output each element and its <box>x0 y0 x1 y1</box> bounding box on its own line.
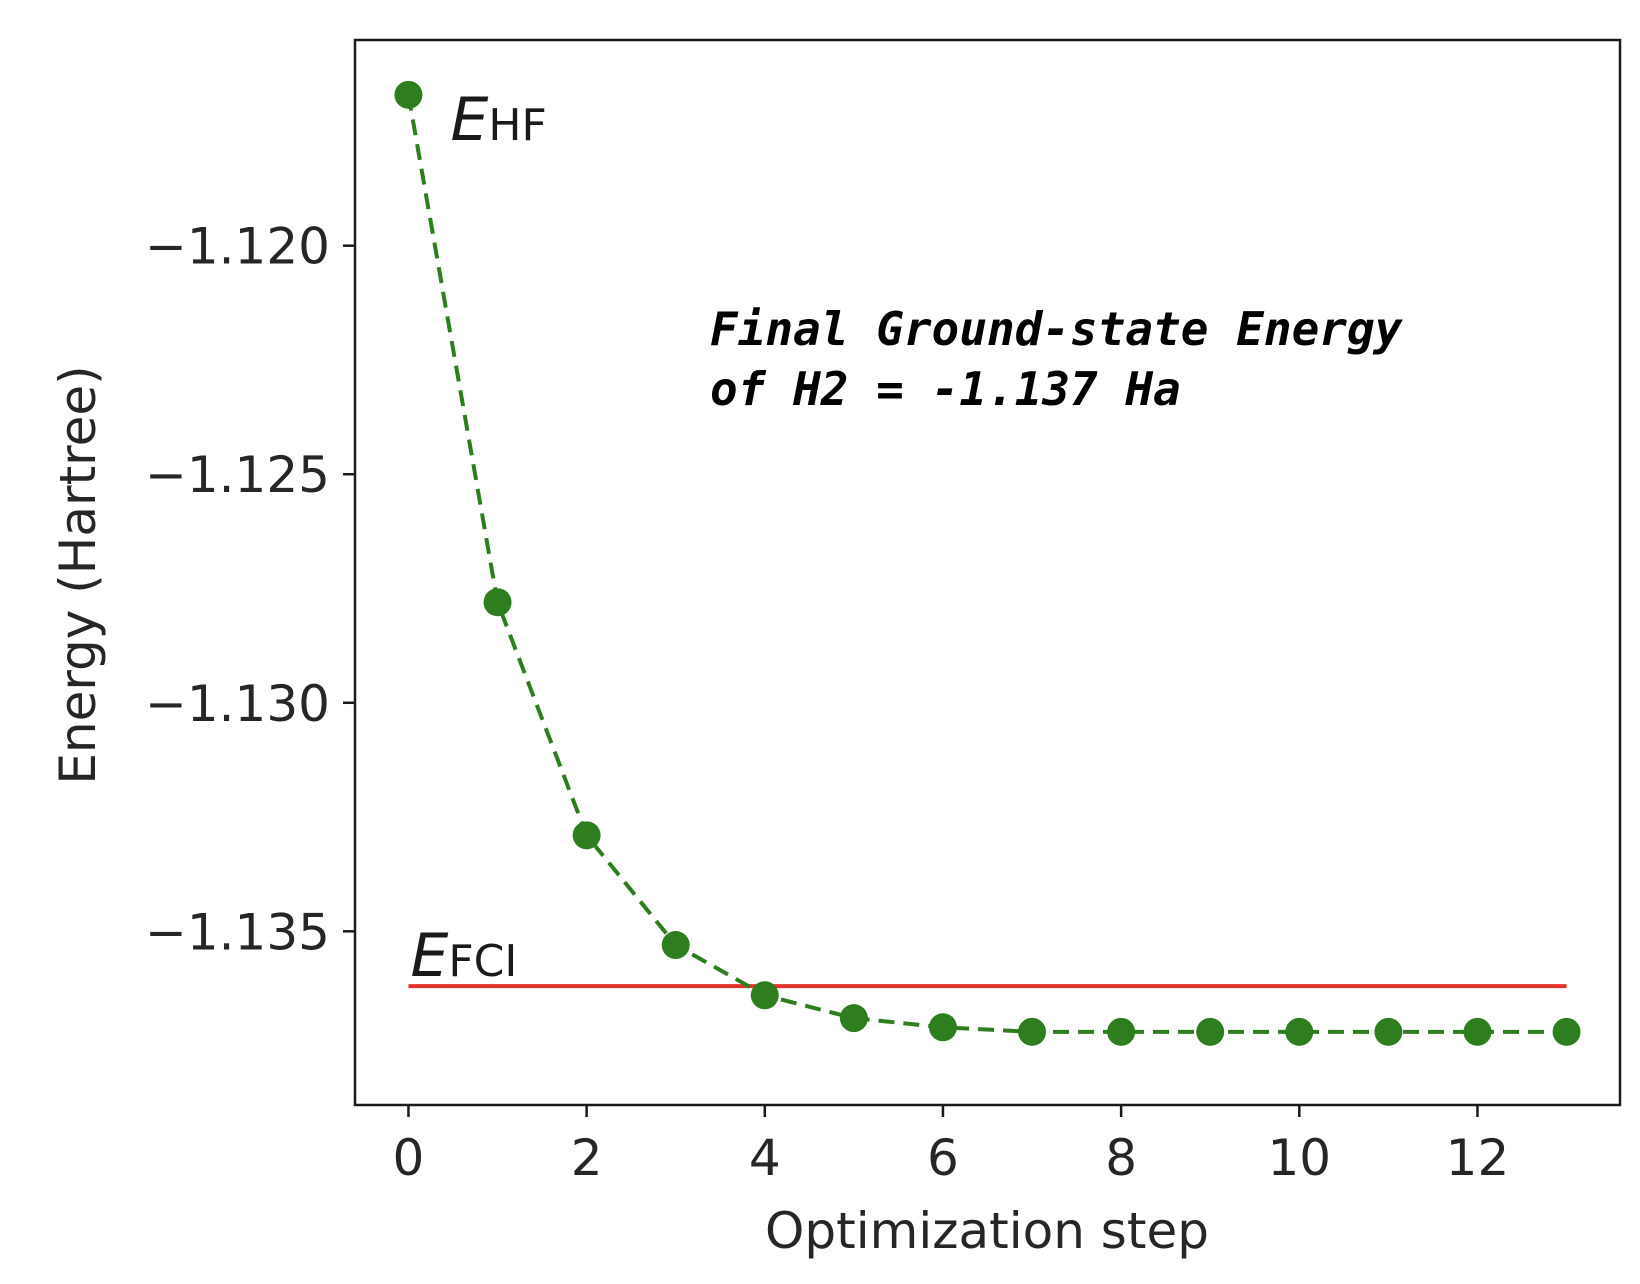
x-tick-label: 10 <box>1267 1129 1331 1187</box>
data-point <box>1463 1017 1492 1046</box>
y-tick-label: −1.125 <box>145 446 330 504</box>
series-line <box>406 94 1567 1034</box>
y-axis-ticks: −1.120 −1.125 −1.130 −1.135 <box>145 218 355 961</box>
data-point <box>483 588 512 617</box>
data-point <box>572 821 601 850</box>
data-point <box>394 80 423 109</box>
x-tick-label: 4 <box>749 1129 781 1187</box>
y-tick-label: −1.135 <box>145 903 330 961</box>
data-point <box>1374 1017 1403 1046</box>
data-point <box>750 981 779 1010</box>
x-axis-title: Optimization step <box>765 1202 1209 1260</box>
x-tick-label: 6 <box>927 1129 959 1187</box>
y-tick-label: −1.130 <box>145 675 330 733</box>
reference-lines: EFCI <box>408 921 1567 991</box>
x-tick-label: 12 <box>1446 1129 1510 1187</box>
x-tick-label: 8 <box>1105 1129 1137 1187</box>
annotation-line-1: Final Ground-state Energy <box>710 302 1404 356</box>
fci-reference-label: EFCI <box>410 921 517 991</box>
hf-point-label: EHF <box>450 85 546 155</box>
x-tick-label: 2 <box>571 1129 603 1187</box>
data-point <box>839 1004 868 1033</box>
y-tick-label: −1.120 <box>145 218 330 276</box>
data-point <box>661 931 690 960</box>
plot-area-frame <box>353 38 1622 1107</box>
data-point <box>1196 1017 1225 1046</box>
data-point <box>1018 1017 1047 1046</box>
y-axis-title: Energy (Hartree) <box>49 365 107 784</box>
data-point <box>1552 1017 1581 1046</box>
point-labels: EHF <box>450 85 546 155</box>
data-point <box>1285 1017 1314 1046</box>
data-point <box>928 1013 957 1042</box>
x-axis-ticks: 0 2 4 6 8 10 12 <box>393 1105 1510 1187</box>
annotation-line-2: of H2 = -1.137 Ha <box>710 362 1181 416</box>
series-group <box>394 80 1581 1046</box>
data-point <box>1107 1017 1136 1046</box>
x-tick-label: 0 <box>393 1129 425 1187</box>
